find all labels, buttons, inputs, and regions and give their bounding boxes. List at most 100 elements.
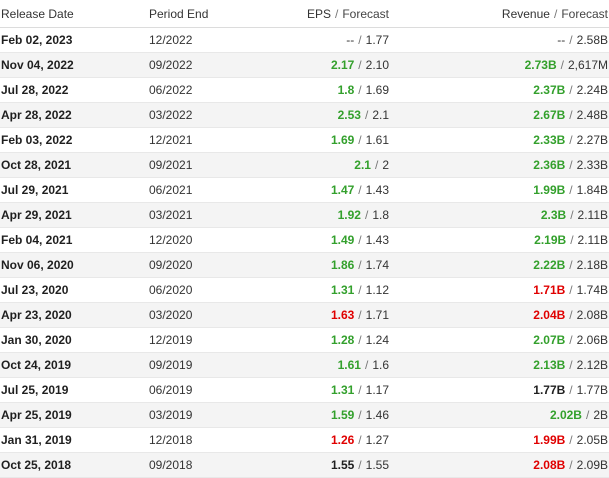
revenue-forecast: 1.84B	[576, 183, 608, 197]
release-date-header[interactable]: Release Date	[0, 0, 149, 28]
revenue-cell: 1.77B/1.77B	[389, 377, 609, 403]
table-row[interactable]: Jan 30, 2020 12/2019 1.28/1.24 2.07B/2.06B	[0, 327, 609, 353]
table-row[interactable]: Oct 25, 2018 09/2018 1.55/1.55 2.08B/2.09B	[0, 452, 609, 478]
table-row[interactable]: Nov 06, 2020 09/2020 1.86/1.74 2.22B/2.18B	[0, 252, 609, 278]
revenue-actual: 2.37B	[533, 83, 566, 97]
eps-actual: 1.61	[337, 358, 361, 372]
eps-forecast: 1.77	[365, 33, 389, 47]
eps-forecast-header-label: Forecast	[342, 6, 389, 21]
period-end-cell: 06/2021	[149, 177, 279, 203]
table-row[interactable]: Feb 04, 2021 12/2020 1.49/1.43 2.19B/2.11B	[0, 227, 609, 253]
revenue-forecast: 2.12B	[576, 358, 608, 372]
eps-forecast: 1.71	[365, 308, 389, 322]
value-separator: /	[569, 283, 573, 297]
revenue-forecast: 2B	[593, 408, 608, 422]
header-row: Release Date Period End EPS / Forecast Rev…	[0, 0, 609, 28]
table-row[interactable]: Apr 23, 2020 03/2020 1.63/1.71 2.04B/2.08B	[0, 302, 609, 328]
release-date-cell: Jan 30, 2020	[0, 327, 149, 353]
value-separator: /	[358, 458, 362, 472]
revenue-forecast: 2.08B	[576, 308, 608, 322]
eps-forecast: 2.1	[372, 108, 389, 122]
revenue-forecast: 2.33B	[576, 158, 608, 172]
revenue-cell: 2.3B/2.11B	[389, 202, 609, 228]
table-row[interactable]: Jul 29, 2021 06/2021 1.47/1.43 1.99B/1.84B	[0, 177, 609, 203]
eps-cell: 1.28/1.24	[279, 327, 389, 353]
revenue-cell: --/2.58B	[389, 27, 609, 53]
value-separator: /	[358, 283, 362, 297]
table-row[interactable]: Nov 04, 2022 09/2022 2.17/2.10 2.73B/2,617M	[0, 52, 609, 78]
table-row[interactable]: Apr 29, 2021 03/2021 1.92/1.8 2.3B/2.11B	[0, 202, 609, 228]
period-end-cell: 09/2019	[149, 352, 279, 378]
period-end-header[interactable]: Period End	[149, 0, 279, 28]
eps-header-label: EPS	[306, 6, 331, 21]
table-row[interactable]: Oct 28, 2021 09/2021 2.1/2 2.36B/2.33B	[0, 152, 609, 178]
table-row[interactable]: Apr 28, 2022 03/2022 2.53/2.1 2.67B/2.48B	[0, 102, 609, 128]
table-row[interactable]: Jul 28, 2022 06/2022 1.8/1.69 2.37B/2.24B	[0, 77, 609, 103]
release-date-cell: Feb 02, 2023	[0, 27, 149, 53]
value-separator: /	[358, 433, 362, 447]
table-row[interactable]: Feb 03, 2022 12/2021 1.69/1.61 2.33B/2.27B	[0, 127, 609, 153]
value-separator: /	[358, 133, 362, 147]
release-date-cell: Feb 04, 2021	[0, 227, 149, 253]
table-row[interactable]: Apr 25, 2019 03/2019 1.59/1.46 2.02B/2B	[0, 402, 609, 428]
table-row[interactable]: Jul 23, 2020 06/2020 1.31/1.12 1.71B/1.74B	[0, 277, 609, 303]
value-separator: /	[570, 208, 574, 222]
revenue-forecast-header-label: Forecast	[561, 6, 608, 21]
eps-cell: 2.17/2.10	[279, 52, 389, 78]
release-date-cell: Jul 23, 2020	[0, 277, 149, 303]
eps-cell: 1.63/1.71	[279, 302, 389, 328]
table-row[interactable]: Oct 24, 2019 09/2019 1.61/1.6 2.13B/2.12B	[0, 352, 609, 378]
revenue-cell: 1.71B/1.74B	[389, 277, 609, 303]
period-end-cell: 09/2022	[149, 52, 279, 78]
revenue-actual: 2.13B	[533, 358, 566, 372]
value-separator: /	[569, 358, 573, 372]
release-date-header-label: Release Date	[1, 6, 74, 21]
eps-cell: 1.55/1.55	[279, 452, 389, 478]
revenue-forecast: 2.05B	[576, 433, 608, 447]
value-separator: /	[569, 308, 573, 322]
eps-actual: 1.47	[330, 183, 355, 197]
eps-cell: 1.61/1.6	[279, 352, 389, 378]
eps-forecast: 1.61	[365, 133, 389, 147]
revenue-header[interactable]: Revenue / Forecast	[389, 0, 609, 28]
eps-actual: 1.92	[337, 208, 361, 222]
revenue-forecast: 2,617M	[567, 58, 608, 72]
release-date-cell: Jul 28, 2022	[0, 77, 149, 103]
header-separator: /	[553, 6, 558, 21]
period-end-cell: 03/2019	[149, 402, 279, 428]
value-separator: /	[569, 33, 573, 47]
eps-actual: 1.86	[330, 258, 355, 272]
period-end-cell: 03/2020	[149, 302, 279, 328]
period-end-cell: 03/2021	[149, 202, 279, 228]
value-separator: /	[569, 333, 573, 347]
eps-actual: 1.59	[330, 408, 355, 422]
release-date-cell: Apr 29, 2021	[0, 202, 149, 228]
eps-cell: 2.53/2.1	[279, 102, 389, 128]
revenue-actual: 1.71B	[533, 283, 566, 297]
release-date-cell: Jan 31, 2019	[0, 427, 149, 453]
eps-header[interactable]: EPS / Forecast	[279, 0, 389, 28]
value-separator: /	[570, 233, 574, 247]
eps-actual: 1.31	[330, 383, 355, 397]
table-row[interactable]: Jan 31, 2019 12/2018 1.26/1.27 1.99B/2.05B	[0, 427, 609, 453]
revenue-forecast: 2.18B	[576, 258, 608, 272]
value-separator: /	[569, 433, 573, 447]
eps-cell: 1.31/1.17	[279, 377, 389, 403]
eps-actual: 1.31	[330, 283, 355, 297]
table-row[interactable]: Feb 02, 2023 12/2022 --/1.77 --/2.58B	[0, 27, 609, 53]
eps-cell: --/1.77	[279, 27, 389, 53]
eps-forecast: 2	[382, 158, 389, 172]
revenue-cell: 2.37B/2.24B	[389, 77, 609, 103]
revenue-actual: 2.08B	[533, 458, 566, 472]
value-separator: /	[358, 258, 362, 272]
revenue-forecast: 2.11B	[577, 233, 608, 247]
table-row[interactable]: Jul 25, 2019 06/2019 1.31/1.17 1.77B/1.77B	[0, 377, 609, 403]
header-separator: /	[334, 6, 339, 21]
revenue-actual: 1.99B	[533, 183, 566, 197]
revenue-cell: 2.07B/2.06B	[389, 327, 609, 353]
period-end-cell: 06/2022	[149, 77, 279, 103]
eps-forecast: 1.6	[372, 358, 389, 372]
revenue-forecast: 2.11B	[577, 208, 608, 222]
eps-actual: --	[346, 33, 355, 47]
eps-forecast: 1.74	[365, 258, 389, 272]
